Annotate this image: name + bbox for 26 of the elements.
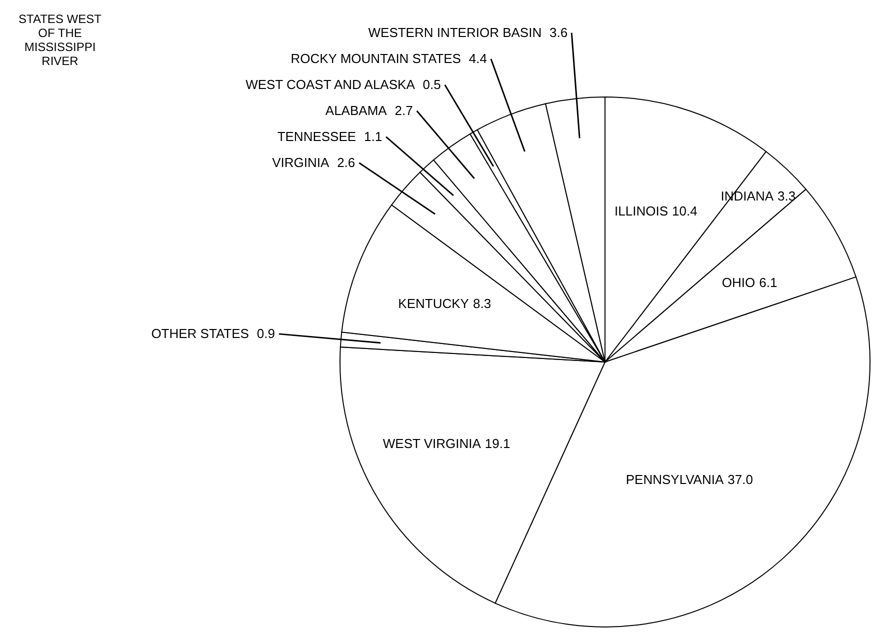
data-label: 2.7 bbox=[394, 102, 413, 118]
slice-label: WEST COAST AND ALASKA bbox=[246, 76, 416, 92]
data-label: 8.3 bbox=[472, 296, 492, 311]
slice-label: TENNESSEE bbox=[277, 128, 356, 144]
slice-label: WESTERN INTERIOR BASIN bbox=[368, 24, 542, 40]
slice-label: WEST VIRGINIA bbox=[382, 436, 482, 452]
slice-label: ROCKY MOUNTAIN STATES bbox=[290, 50, 462, 66]
data-label: 2.6 bbox=[337, 154, 356, 170]
slice-label: OTHER STATES bbox=[151, 326, 250, 341]
text: STATES WEST OF THE MISSISSIPPI RIVER bbox=[18, 12, 102, 68]
data-label: 3.3 bbox=[778, 188, 796, 204]
slice-label: KENTUCKY bbox=[398, 296, 470, 311]
data-label: 0.5 bbox=[422, 76, 441, 92]
slice-label: OHIO bbox=[722, 275, 756, 290]
slice-label: PENNSYLVANIA bbox=[626, 472, 724, 487]
data-label: 1.1 bbox=[364, 128, 382, 144]
slice-label: VIRGINIA bbox=[272, 154, 330, 170]
slice-label: ALABAMA bbox=[325, 102, 388, 118]
data-label: 19.1 bbox=[484, 436, 510, 452]
data-label: 37.0 bbox=[728, 472, 753, 487]
data-label: 6.1 bbox=[759, 275, 778, 290]
slice-label: ILLINOIS bbox=[614, 203, 668, 218]
data-label: 3.6 bbox=[550, 24, 568, 40]
data-label: 10.4 bbox=[672, 203, 698, 218]
data-label: 0.9 bbox=[256, 326, 275, 341]
data-label: 4.4 bbox=[468, 50, 487, 66]
